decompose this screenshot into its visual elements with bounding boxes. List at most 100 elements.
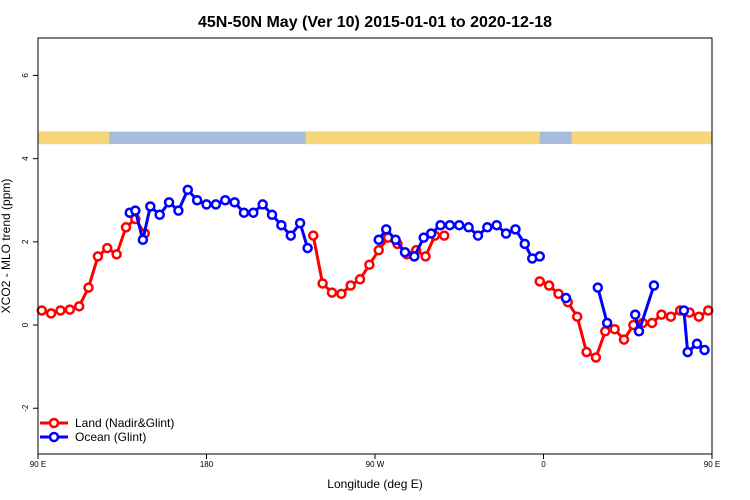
legend-ocean-label: Ocean (Glint) [75, 430, 146, 444]
series-1-point [491, 219, 502, 231]
series-1-point [500, 228, 512, 239]
x-tick-label: 180 [200, 460, 214, 469]
series-0-point [543, 280, 555, 291]
series-0-point [373, 244, 384, 256]
series-0-point [571, 311, 583, 322]
strip-land-0 [38, 131, 110, 145]
series-1-point [266, 209, 278, 221]
series-0-point [354, 274, 366, 285]
series-1-point [592, 282, 604, 293]
series-0-point [102, 242, 113, 254]
series-1-point [380, 224, 392, 235]
series-layer [36, 184, 714, 363]
series-0-point [111, 249, 122, 260]
land-ocean-strip [38, 131, 712, 145]
series-1-point [399, 246, 411, 258]
series-1-point [629, 309, 641, 320]
series-1-point [163, 197, 175, 208]
x-axis: 90 E 180 90 W 0 90 E [30, 454, 720, 469]
series-1-point [482, 222, 493, 233]
series-1 [124, 184, 710, 358]
series-1-point [145, 201, 156, 212]
series-0-point [693, 311, 705, 322]
series-1-point [435, 219, 446, 231]
series-0-point [439, 230, 450, 241]
series-1-point [648, 280, 660, 291]
legend-ocean-marker [48, 431, 60, 443]
y-axis: -2 0 2 4 6 [21, 73, 38, 412]
series-1-line-3 [596, 287, 609, 324]
series-1-point [444, 219, 456, 231]
series-1-point [418, 232, 429, 243]
series-0-point [336, 288, 347, 300]
series-1-point [510, 224, 521, 235]
series-1-point [201, 199, 212, 210]
series-1-point [248, 207, 259, 218]
series-1-point [276, 219, 287, 231]
y-tick-label: 4 [21, 156, 30, 161]
series-0-point [364, 259, 375, 270]
series-0-point [646, 317, 658, 329]
series-1-point [463, 222, 474, 233]
series-0-point [317, 278, 328, 289]
series-0-point [590, 352, 602, 363]
series-1-point [373, 234, 384, 246]
series-0-point [307, 230, 319, 241]
x-tick-label: 0 [541, 460, 546, 469]
strip-land-1 [305, 131, 540, 145]
series-1-point [425, 228, 437, 239]
x-axis-label: Longitude (deg E) [327, 477, 422, 491]
series-0-point [665, 311, 677, 322]
series-1-point [210, 199, 222, 210]
series-1-point [219, 194, 231, 206]
x-tick-label: 90 W [366, 460, 385, 469]
series-1-point [390, 234, 401, 246]
series-0-point [45, 308, 57, 319]
series-1-point [409, 251, 420, 262]
series-1-point [229, 197, 240, 208]
legend-land-marker [48, 417, 60, 429]
x-tick-label: 90 E [30, 460, 46, 469]
series-1-point [154, 209, 165, 221]
series-1-point [633, 326, 645, 337]
y-tick-label: 2 [21, 239, 30, 244]
series-0-point [55, 305, 66, 316]
legend: Land (Nadir&Glint) Ocean (Glint) [40, 416, 174, 444]
series-1-point [682, 346, 693, 358]
y-tick-label: 0 [21, 322, 30, 327]
series-0-point [618, 334, 630, 345]
chart-title: 45N-50N May (Ver 10) 2015-01-01 to 2020-… [198, 14, 552, 31]
legend-land-label: Land (Nadir&Glint) [75, 416, 174, 430]
series-1-point [238, 207, 250, 218]
series-1-point [294, 217, 306, 229]
series-1-point [182, 184, 194, 196]
series-0-point [73, 301, 85, 312]
series-1-point [472, 230, 484, 241]
series-0-point [120, 222, 132, 233]
series-0-point [609, 323, 620, 335]
series-0-point [64, 304, 76, 315]
series-1-point [691, 338, 703, 350]
series-0-point [553, 288, 564, 300]
series-0-point [420, 251, 431, 262]
series-1-point [519, 238, 531, 250]
y-tick-label: -2 [21, 404, 30, 412]
strip-land-2 [571, 131, 712, 145]
series-1-point [534, 251, 546, 262]
series-0-point [36, 305, 47, 316]
x-tick-label: 90 E [704, 460, 720, 469]
series-1-point [454, 219, 465, 231]
series-0-point [92, 251, 104, 262]
series-1-point [678, 305, 690, 316]
y-tick-label: 6 [21, 73, 30, 78]
series-1-point [257, 199, 268, 210]
series-0-point [581, 346, 592, 358]
series-1-point [130, 205, 141, 216]
series-0-point [534, 276, 546, 287]
series-1-point [560, 292, 572, 304]
series-0-point [326, 287, 338, 298]
series-1-point [285, 230, 296, 241]
series-1-point [302, 242, 313, 254]
series-1-point [601, 317, 613, 329]
